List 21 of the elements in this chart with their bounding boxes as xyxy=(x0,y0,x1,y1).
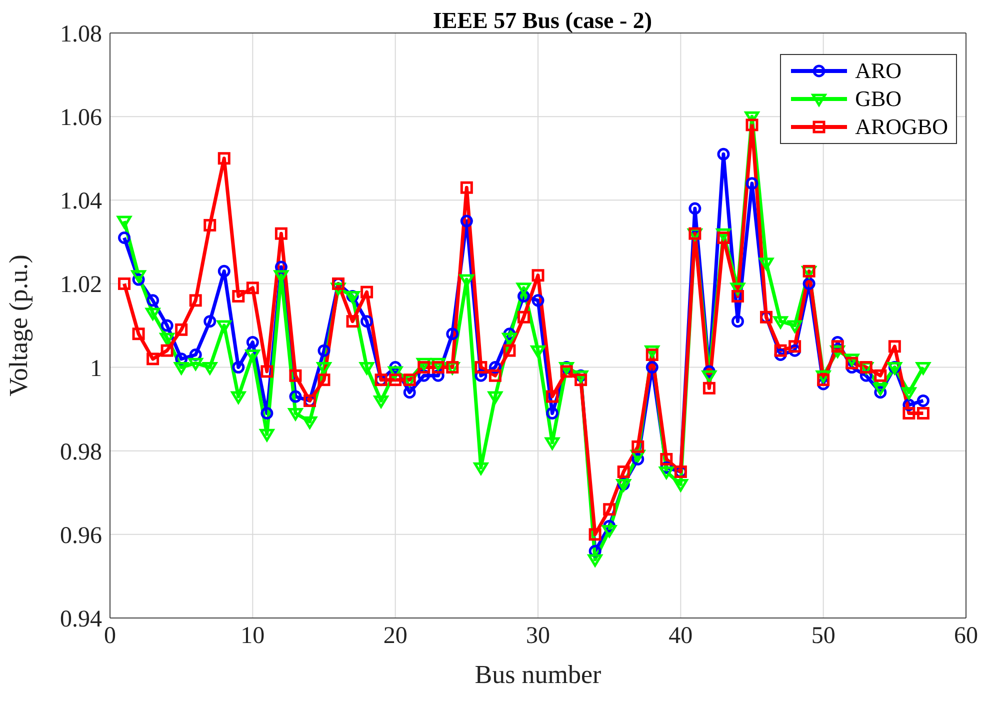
y-tick-label: 1.04 xyxy=(60,188,102,215)
y-tick-label: 0.96 xyxy=(60,522,102,549)
x-tick-label: 40 xyxy=(668,623,693,650)
chart-title: IEEE 57 Bus (case - 2) xyxy=(432,8,654,34)
legend-label: ARO xyxy=(855,58,902,84)
x-tick-label: 10 xyxy=(240,623,265,650)
x-tick-label: 20 xyxy=(383,623,408,650)
x-tick-label: 0 xyxy=(104,623,116,650)
x-tick-label: 60 xyxy=(954,623,978,650)
legend-label: AROGBO xyxy=(855,114,948,140)
y-tick-label: 1.08 xyxy=(60,22,102,48)
y-tick-label: 1 xyxy=(90,356,102,382)
x-axis-title: Bus number xyxy=(474,660,602,689)
y-axis-title: Voltage (p.u.) xyxy=(4,254,34,396)
x-tick-label: 50 xyxy=(811,623,836,650)
x-tick-label: 30 xyxy=(526,623,550,650)
legend-label: GBO xyxy=(855,86,902,112)
y-tick-label: 1.06 xyxy=(60,105,102,132)
y-tick-label: 0.98 xyxy=(60,439,102,466)
y-tick-label: 1.02 xyxy=(60,272,102,298)
y-tick-label: 0.94 xyxy=(60,606,102,633)
